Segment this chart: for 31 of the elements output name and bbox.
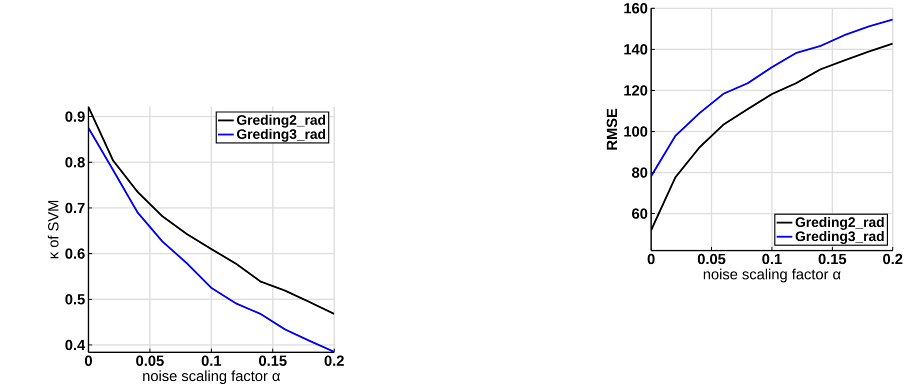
- legend-label: Greding3_rad: [237, 128, 326, 142]
- x-tick-label: 0.05: [698, 254, 726, 264]
- x-tick-label: 0: [84, 355, 92, 366]
- y-tick-label: 0.9: [65, 111, 85, 122]
- x-tick-label: 0.15: [818, 254, 846, 264]
- legend-label: Greding2_rad: [796, 216, 884, 230]
- legend-label: Greding2_rad: [237, 114, 326, 128]
- y-tick-label: 140: [624, 44, 648, 54]
- y-tick-label: 100: [624, 126, 648, 137]
- legend-label: Greding3_rad: [796, 230, 884, 244]
- x-tick-label: 0.15: [259, 355, 287, 366]
- x-tick-label: 0.2: [324, 355, 344, 366]
- y-tick-label: 80: [632, 167, 648, 178]
- x-tick-label: 0.05: [136, 355, 164, 366]
- y-axis-title: RMSE: [606, 108, 618, 150]
- y-tick-label: 120: [624, 85, 648, 96]
- y-tick-label: 0.5: [65, 294, 85, 304]
- x-tick-label: 0.1: [762, 254, 782, 264]
- y-tick-label: 0.6: [65, 248, 85, 259]
- y-tick-label: 0.4: [65, 340, 86, 350]
- y-tick-label: 0.7: [65, 202, 85, 214]
- y-tick-label: 160: [624, 2, 648, 14]
- x-tick-label: 0.2: [883, 254, 902, 264]
- y-tick-label: 0.8: [65, 157, 85, 168]
- x-axis-title: noise scaling factor α: [704, 268, 841, 282]
- y-tick-label: 60: [632, 208, 648, 219]
- line-series: [651, 18, 893, 178]
- x-axis-title: noise scaling factor α: [143, 370, 280, 384]
- x-tick-label: 0: [648, 254, 655, 264]
- y-axis-title: κ of SVM: [48, 200, 59, 258]
- x-tick-label: 0.1: [202, 355, 222, 366]
